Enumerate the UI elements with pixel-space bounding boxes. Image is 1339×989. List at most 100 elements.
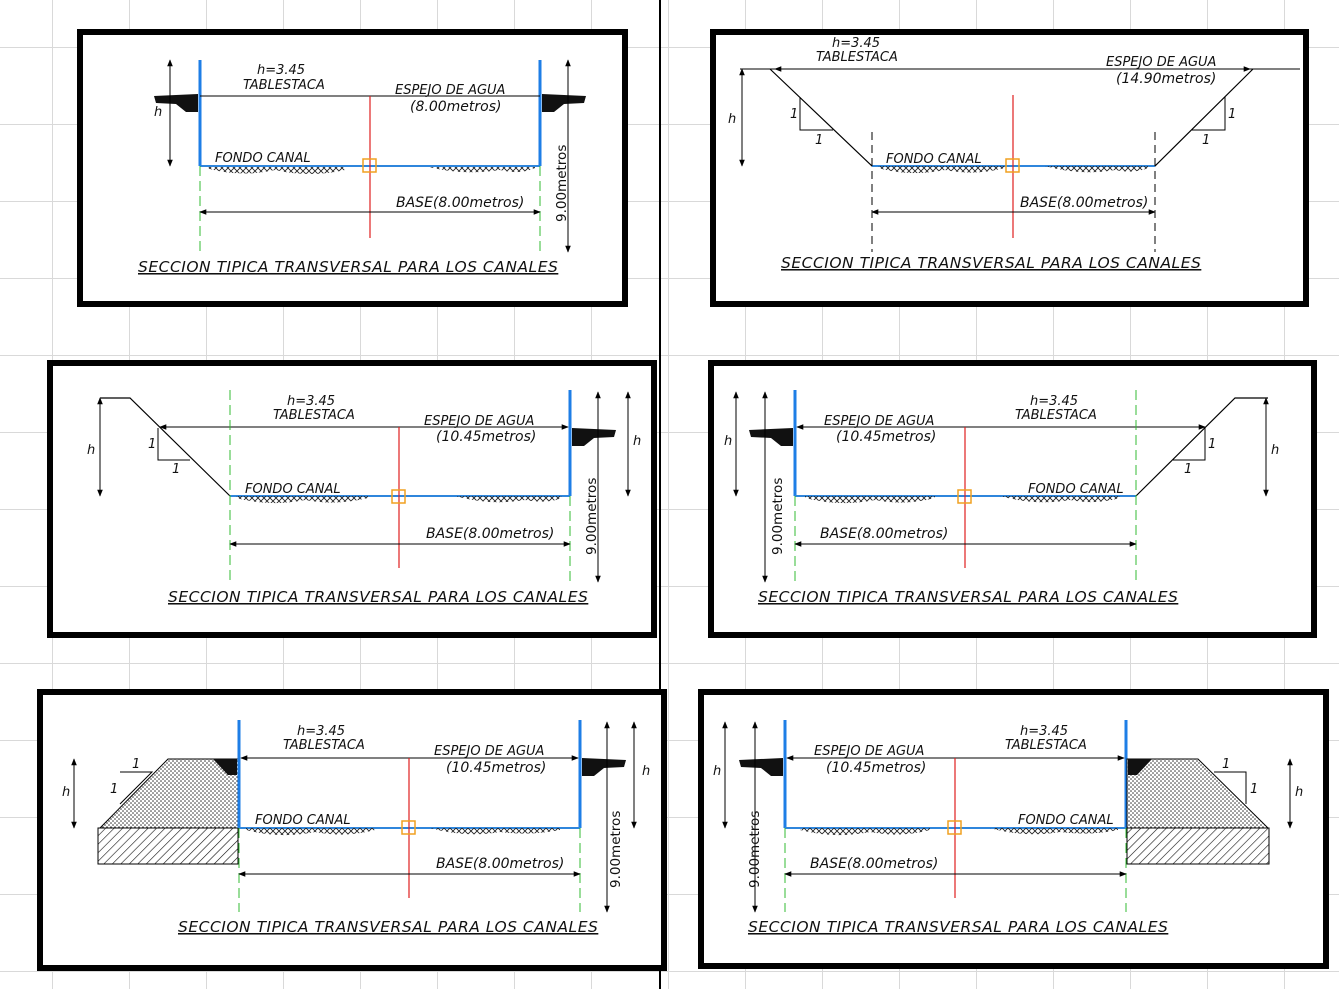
h-value-label: h=3.45 [832, 36, 880, 51]
h-value-label: h=3.45 [297, 724, 345, 739]
soil-hatch-icon [1126, 827, 1270, 865]
espejo-label: ESPEJO DE AGUA [1106, 55, 1216, 70]
slope-label: 1 [1228, 107, 1236, 122]
espejo-value: (8.00metros) [410, 99, 501, 115]
sheet-pile-cap-icon [542, 94, 586, 112]
slope-label: 1 [1222, 757, 1230, 772]
slope-triangle [157, 428, 190, 461]
h-label: h [154, 105, 162, 120]
soil-hatch-icon [97, 827, 239, 865]
espejo-label: ESPEJO DE AGUA [434, 744, 544, 759]
slope-label: 1 [1250, 782, 1258, 797]
depth-label: 9.00metros [770, 478, 786, 555]
espejo-label: ESPEJO DE AGUA [424, 414, 534, 429]
fondo-label: FONDO CANAL [245, 482, 341, 497]
slope-label: 1 [1202, 133, 1210, 148]
h-label: h [724, 434, 732, 449]
tablestaca-label: TABLESTACA [243, 78, 325, 93]
panel-5: h=3.45 TABLESTACA ESPEJO DE AGUA (10.45m… [37, 689, 667, 971]
fondo-label: FONDO CANAL [886, 152, 982, 167]
soil-hatch-icon [805, 496, 935, 504]
fondo-label: FONDO CANAL [1018, 813, 1114, 828]
h-value-label: h=3.45 [1030, 394, 1078, 409]
base-label: BASE(8.00metros) [396, 195, 524, 211]
slope-label: 1 [815, 133, 823, 148]
espejo-value: (10.45metros) [436, 429, 536, 445]
sheet-pile-cap-icon [739, 758, 783, 776]
espejo-value: (10.45metros) [826, 760, 926, 776]
tablestaca-label: TABLESTACA [1015, 408, 1097, 423]
h-label: h [1295, 785, 1303, 800]
soil-hatch-icon [878, 166, 1005, 174]
tablestaca-label: TABLESTACA [283, 738, 365, 753]
soil-hatch-icon [1000, 496, 1120, 503]
soil-hatch-icon [236, 496, 368, 504]
panel-3: h=3.45 TABLESTACA ESPEJO DE AGUA (10.45m… [47, 360, 657, 638]
base-label: BASE(8.00metros) [436, 856, 564, 872]
section-title: SECCION TIPICA TRANSVERSAL PARA LOS CANA… [178, 918, 598, 936]
marker-square-icon [401, 820, 416, 835]
h-label: h [633, 434, 641, 449]
depth-label: 9.00metros [554, 145, 570, 222]
espejo-label: ESPEJO DE AGUA [814, 744, 924, 759]
sheet-pile-cap-icon [1128, 759, 1152, 775]
marker-square-icon [362, 158, 377, 173]
soil-hatch-icon [206, 166, 345, 174]
sheet-pile-cap-icon [749, 428, 793, 446]
soil-hatch-icon [800, 828, 930, 836]
slope-label: 1 [132, 757, 140, 772]
section-title: SECCION TIPICA TRANSVERSAL PARA LOS CANA… [748, 918, 1168, 936]
soil-hatch-icon [430, 828, 560, 835]
fondo-label: FONDO CANAL [215, 151, 311, 166]
h-label: h [713, 764, 721, 779]
slope-label: 1 [1208, 437, 1216, 452]
espejo-value: (10.45metros) [446, 760, 546, 776]
h-value-label: h=3.45 [287, 394, 335, 409]
espejo-label: ESPEJO DE AGUA [824, 414, 934, 429]
slope-label: 1 [790, 107, 798, 122]
section-title: SECCION TIPICA TRANSVERSAL PARA LOS CANA… [781, 254, 1201, 272]
h-label: h [1271, 443, 1279, 458]
section-title: SECCION TIPICA TRANSVERSAL PARA LOS CANA… [758, 588, 1178, 606]
h-label: h [62, 785, 70, 800]
slope-triangle [119, 771, 154, 805]
canal-section-outline [1135, 397, 1268, 497]
soil-hatch-icon [246, 828, 375, 836]
h-label: h [728, 112, 736, 127]
canal-section-outline [100, 397, 231, 497]
slope-triangle [1214, 771, 1247, 804]
sheet-pile-cap-icon [154, 94, 198, 112]
soil-hatch-icon [425, 166, 535, 173]
soil-hatch-icon [1045, 166, 1148, 173]
espejo-label: ESPEJO DE AGUA [395, 83, 505, 98]
panel-4: h=3.45 TABLESTACA ESPEJO DE AGUA (10.45m… [708, 360, 1317, 638]
tablestaca-label: TABLESTACA [1005, 738, 1087, 753]
espejo-value: (10.45metros) [836, 429, 936, 445]
sheet-pile-cap-icon [572, 428, 616, 446]
marker-square-icon [957, 489, 972, 504]
slope-triangle [799, 97, 833, 131]
slope-label: 1 [110, 782, 118, 797]
slope-label: 1 [172, 462, 180, 477]
depth-label: 9.00metros [584, 478, 600, 555]
tablestaca-label: TABLESTACA [816, 50, 898, 65]
depth-label: 9.00metros [608, 811, 624, 888]
soil-hatch-icon [990, 828, 1118, 835]
slope-label: 1 [148, 437, 156, 452]
marker-square-icon [391, 489, 406, 504]
fondo-label: FONDO CANAL [1028, 482, 1124, 497]
fondo-label: FONDO CANAL [255, 813, 351, 828]
section-title: SECCION TIPICA TRANSVERSAL PARA LOS CANA… [168, 588, 588, 606]
espejo-value: (14.90metros) [1116, 71, 1216, 87]
depth-label: 9.00metros [747, 811, 763, 888]
panel-2: h=3.45 TABLESTACA ESPEJO DE AGUA (14.90m… [710, 29, 1309, 307]
base-label: BASE(8.00metros) [426, 526, 554, 542]
base-label: BASE(8.00metros) [820, 526, 948, 542]
base-label: BASE(8.00metros) [1020, 195, 1148, 211]
panel-1: h=3.45 TABLESTACA ESPEJO DE AGUA (8.00me… [77, 29, 628, 307]
sheet-pile-cap-icon [582, 758, 626, 776]
tablestaca-label: TABLESTACA [273, 408, 355, 423]
h-label: h [87, 443, 95, 458]
sheet-pile-cap-icon [213, 759, 237, 775]
